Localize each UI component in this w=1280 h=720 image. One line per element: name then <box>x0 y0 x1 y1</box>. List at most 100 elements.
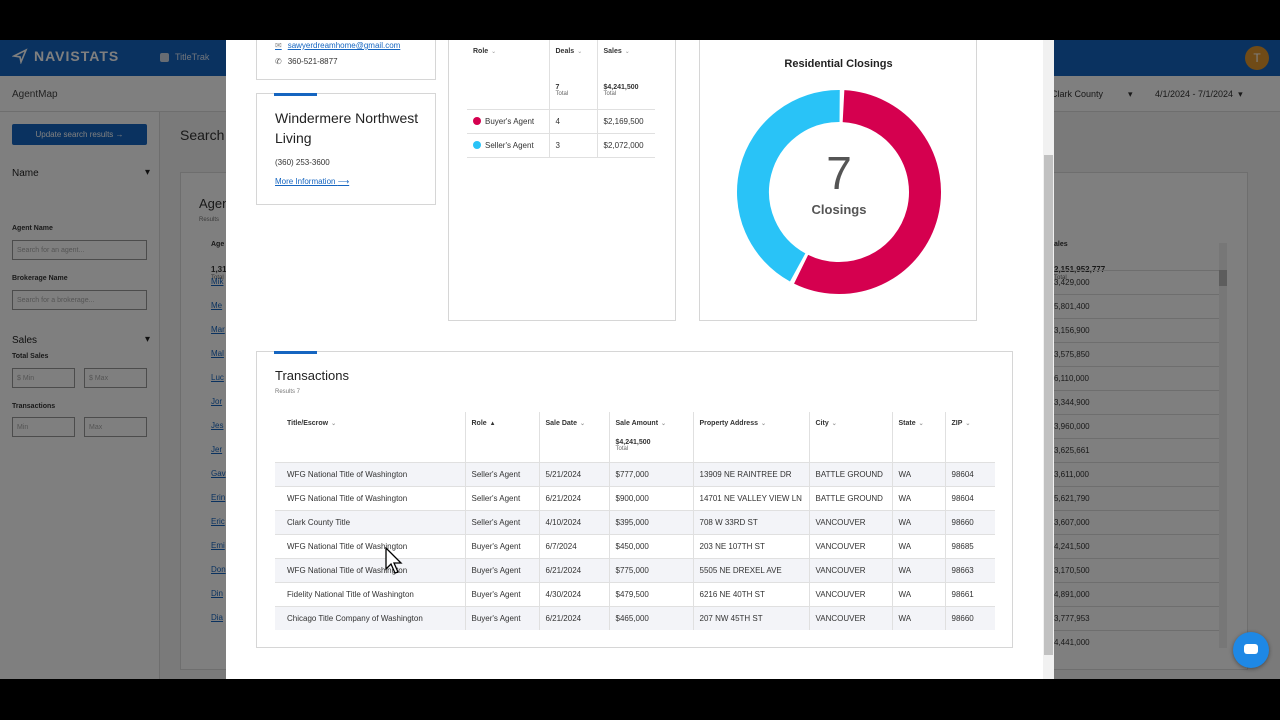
table-row[interactable]: Fidelity National Title of Washington Buy… <box>275 581 995 606</box>
card-accent <box>274 351 317 354</box>
table-row[interactable]: WFG National Title of Washington Buyer's … <box>275 533 995 558</box>
col-header-role[interactable]: Role ▲ <box>464 412 539 462</box>
agent-phone: ✆ 360-521-8877 <box>275 57 338 66</box>
city-cell: VANCOUVER <box>808 533 892 558</box>
roles-total-sales-sub: Total <box>603 91 617 98</box>
state-cell: WA <box>891 605 945 630</box>
sale-date-cell: 6/7/2024 <box>538 533 609 558</box>
role-cell: Buyer's Agent <box>464 557 539 582</box>
modal-scroll-thumb[interactable] <box>1044 155 1053 655</box>
table-row[interactable]: Chicago Title Company of Washington Buyer… <box>275 605 995 630</box>
sort-asc-icon: ▲ <box>489 421 496 427</box>
sort-icon: ⌄ <box>577 49 583 55</box>
col-header-city[interactable]: City ⌄ <box>808 412 892 462</box>
col-header-property-address[interactable]: Property Address ⌄ <box>692 412 809 462</box>
sale-amount-cell: $395,000 <box>608 509 693 534</box>
roles-header-role-label: Role <box>473 48 489 55</box>
sort-icon: ⌄ <box>580 421 586 427</box>
chart-center-value: 7 <box>826 147 852 199</box>
phone-icon: ✆ <box>275 57 282 66</box>
title-escrow-cell: WFG National Title of Washington <box>275 461 465 486</box>
zip-cell: 98604 <box>944 485 995 510</box>
city-cell: VANCOUVER <box>808 605 892 630</box>
roles-header-deals[interactable]: Deals ⌄ <box>548 40 597 71</box>
property-address-cell: 14701 NE VALLEY VIEW LN <box>692 485 809 510</box>
property-address-cell: 207 NW 45TH ST <box>692 605 809 630</box>
table-row[interactable]: Clark County Title Seller's Agent 4/10/202… <box>275 509 995 534</box>
roles-total-deals-value: 7 <box>555 84 560 92</box>
role-cell: Buyer's Agent <box>464 605 539 630</box>
col-header-zip[interactable]: ZIP ⌄ <box>944 412 995 462</box>
col-header-title-escrow[interactable]: Title/Escrow ⌄ <box>275 412 465 462</box>
zip-cell: 98685 <box>944 533 995 558</box>
donut-slice-seller-s-agent[interactable] <box>737 90 841 282</box>
sale-date-cell: 5/21/2024 <box>538 461 609 486</box>
title-escrow-cell: Chicago Title Company of Washington <box>275 605 465 630</box>
agent-email-link[interactable]: ✉ sawyerdreamhome@gmail.com <box>275 41 400 50</box>
state-cell: WA <box>891 509 945 534</box>
brokerage-phone: (360) 253-3600 <box>275 158 330 167</box>
col-header-label: Role <box>471 420 487 427</box>
sale-date-cell: 4/10/2024 <box>538 509 609 534</box>
closings-chart-card: Residential Closings 7 Closings <box>699 40 977 321</box>
table-row: Seller's Agent 3 $2,072,000 <box>467 133 655 158</box>
sort-icon: ⌄ <box>331 421 337 427</box>
roles-total-sales-value: $4,241,500 <box>603 84 639 92</box>
state-cell: WA <box>891 533 945 558</box>
state-cell: WA <box>891 485 945 510</box>
brokerage-name: Windermere Northwest Living <box>275 110 419 146</box>
sale-date-cell: 6/21/2024 <box>538 605 609 630</box>
roles-header-sales[interactable]: Sales ⌄ <box>596 40 655 71</box>
sale-amount-cell: $450,000 <box>608 533 693 558</box>
sale-total: $4,241,500 Total <box>616 439 687 452</box>
table-row[interactable]: WFG National Title of Washington Seller's… <box>275 485 995 510</box>
city-cell: VANCOUVER <box>808 509 892 534</box>
sales-cell: $2,072,000 <box>596 133 655 158</box>
sale-date-cell: 6/21/2024 <box>538 557 609 582</box>
table-row[interactable]: WFG National Title of Washington Buyer's … <box>275 557 995 582</box>
col-header-sale-amount[interactable]: Sale Amount ⌄ $4,241,500 Total <box>608 412 693 462</box>
property-address-cell: 203 NE 107TH ST <box>692 533 809 558</box>
role-cell: Buyer's Agent <box>464 533 539 558</box>
state-cell: WA <box>891 461 945 486</box>
sale-total-value: $4,241,500 <box>615 439 651 446</box>
roles-total-sales: $4,241,500 Total <box>596 71 655 110</box>
col-header-state[interactable]: State ⌄ <box>891 412 945 462</box>
sort-icon: ⌄ <box>661 421 667 427</box>
sale-amount-cell: $479,500 <box>608 581 693 606</box>
city-cell: BATTLE GROUND <box>808 461 892 486</box>
sort-icon: ⌄ <box>831 421 837 427</box>
table-row[interactable]: WFG National Title of Washington Seller's… <box>275 461 995 486</box>
property-address-cell: 708 W 33RD ST <box>692 509 809 534</box>
role-cell: Seller's Agent <box>464 509 539 534</box>
title-escrow-cell: Clark County Title <box>275 509 465 534</box>
deals-cell: 3 <box>548 133 597 158</box>
transactions-card: Transactions Results 7 Title/Escrow ⌄ Rol… <box>256 351 1013 648</box>
property-address-cell: 13909 NE RAINTREE DR <box>692 461 809 486</box>
transactions-title: Transactions <box>275 368 349 383</box>
mail-icon: ✉ <box>275 41 282 50</box>
col-header-label: City <box>815 420 829 427</box>
arrow-right-icon: ⟶ <box>337 177 350 186</box>
table-row: Buyer's Agent 4 $2,169,500 <box>467 109 655 134</box>
col-header-label: State <box>898 420 916 427</box>
donut-slice-buyer-s-agent[interactable] <box>794 90 941 294</box>
role-cell: Buyer's Agent <box>467 109 549 134</box>
roles-total-empty <box>467 71 549 110</box>
col-header-sale-date[interactable]: Sale Date ⌄ <box>538 412 609 462</box>
chat-icon <box>1244 644 1258 654</box>
role-cell: Seller's Agent <box>464 461 539 486</box>
mouse-cursor-icon <box>385 547 403 574</box>
col-header-label: ZIP <box>951 420 963 427</box>
zip-cell: 98660 <box>944 605 995 630</box>
city-cell: VANCOUVER <box>808 557 892 582</box>
role-label: Buyer's Agent <box>485 116 535 126</box>
sale-amount-cell: $900,000 <box>608 485 693 510</box>
sale-total-sub: Total <box>615 446 629 452</box>
roles-header-role[interactable]: Role ⌄ <box>467 40 549 71</box>
transactions-table: Title/Escrow ⌄ Role ▲ Sale Date ⌄ Sale Amou… <box>275 412 995 630</box>
brokerage-more-info-link[interactable]: More Information ⟶ <box>275 177 349 186</box>
title-escrow-cell: WFG National Title of Washington <box>275 557 465 582</box>
chat-button[interactable] <box>1233 632 1269 668</box>
property-address-cell: 5505 NE DREXEL AVE <box>692 557 809 582</box>
